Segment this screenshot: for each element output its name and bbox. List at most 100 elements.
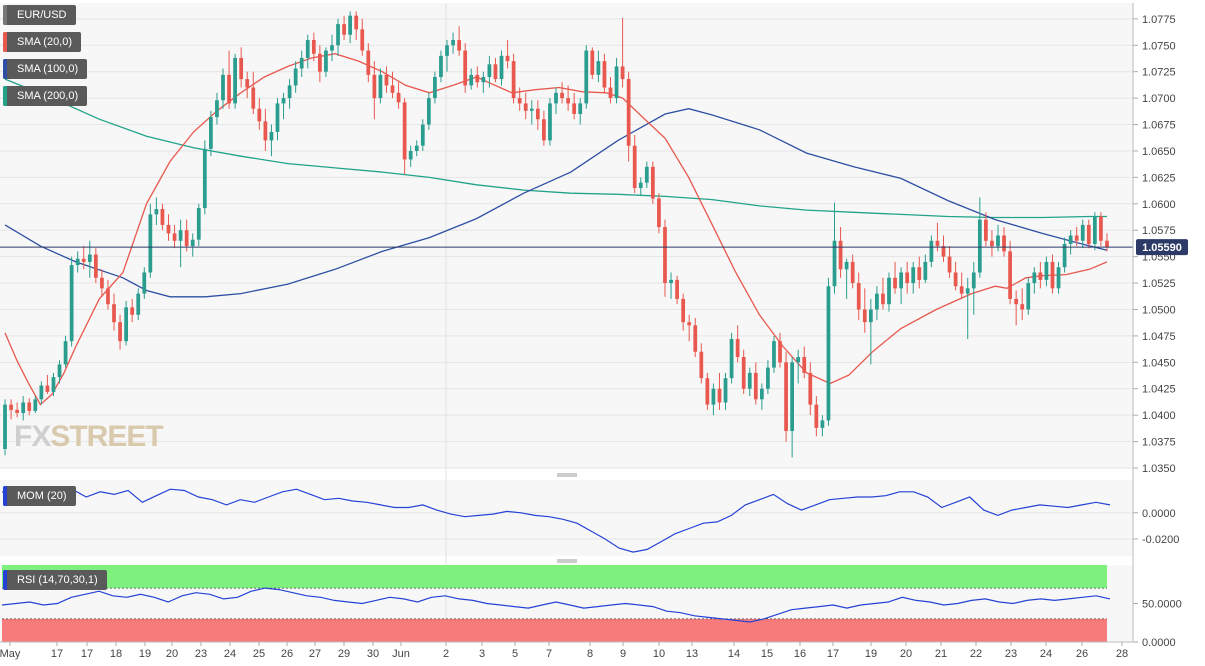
- y-tick-label: 1.0525: [1142, 278, 1176, 290]
- candle-body: [124, 307, 128, 342]
- candle-body: [21, 402, 26, 414]
- candle-body: [372, 74, 377, 99]
- candle-body: [227, 74, 231, 104]
- candle: [657, 193, 661, 234]
- panel-resize-handle[interactable]: [557, 559, 577, 563]
- candle-body: [990, 240, 994, 247]
- candle: [632, 135, 637, 194]
- candle: [9, 399, 13, 420]
- candle-body: [463, 50, 468, 86]
- candle: [499, 50, 504, 86]
- candle: [118, 314, 122, 350]
- last-price-tag: 1.05590: [1136, 239, 1188, 256]
- candle: [15, 402, 20, 418]
- candle: [729, 332, 734, 384]
- candle: [81, 246, 86, 270]
- candle: [324, 47, 328, 77]
- candle: [808, 362, 813, 416]
- candle-body: [620, 66, 625, 80]
- candle: [638, 177, 643, 196]
- candle: [21, 396, 26, 421]
- candle: [305, 34, 310, 69]
- candle: [384, 66, 389, 93]
- candle: [820, 415, 825, 437]
- candle-body: [977, 219, 982, 273]
- candle: [166, 214, 171, 241]
- candle-body: [293, 68, 298, 86]
- candle: [844, 258, 849, 299]
- candle: [481, 71, 486, 93]
- candle-body: [299, 57, 304, 69]
- candle: [275, 98, 280, 141]
- x-tick-label: 18: [110, 648, 122, 660]
- candle: [990, 230, 994, 257]
- legend-mom[interactable]: MOM (20): [3, 486, 76, 506]
- x-tick-label: 30: [367, 648, 379, 660]
- x-tick-label: 10: [653, 648, 665, 660]
- candle-body: [693, 325, 698, 352]
- x-tick-label: 26: [281, 648, 293, 660]
- y-tick-label: 1.0725: [1142, 67, 1176, 79]
- candle-body: [511, 61, 516, 99]
- legend-sma20[interactable]: SMA (20,0): [3, 32, 82, 52]
- candle-body: [269, 131, 274, 141]
- candle-body: [209, 117, 213, 149]
- candle: [971, 261, 976, 315]
- candle-body: [911, 267, 916, 284]
- candle: [1092, 212, 1097, 251]
- candle-body: [184, 230, 189, 247]
- candle: [959, 272, 964, 299]
- candle-body: [560, 92, 564, 99]
- candle: [414, 140, 419, 157]
- candle: [893, 261, 897, 294]
- candle: [487, 55, 492, 88]
- panel-resize-handle[interactable]: [557, 473, 577, 477]
- candle: [1020, 288, 1025, 321]
- x-tick-label: May: [0, 648, 21, 660]
- legend-sma200[interactable]: SMA (200,0): [3, 86, 88, 106]
- candle-body: [402, 102, 407, 160]
- candle-body: [142, 272, 147, 294]
- candle-body: [729, 339, 734, 379]
- candle: [63, 335, 68, 368]
- candle-body: [475, 74, 480, 83]
- x-tick-label: 27: [309, 648, 321, 660]
- candle: [548, 98, 552, 146]
- candle: [245, 71, 250, 99]
- candle-body: [971, 272, 976, 289]
- candle: [281, 92, 286, 120]
- legend-rsi[interactable]: RSI (14,70,30,1): [3, 570, 107, 590]
- candle-body: [984, 219, 988, 241]
- candle: [572, 92, 577, 120]
- legend-sma100[interactable]: SMA (100,0): [3, 59, 88, 79]
- candle-body: [935, 240, 940, 247]
- x-tick-label: Jun: [392, 648, 410, 660]
- candle-body: [87, 254, 92, 262]
- mom-tick-label: 0.0000: [1142, 508, 1176, 520]
- candle: [178, 219, 183, 268]
- candle-body: [1086, 224, 1091, 244]
- candle-body: [439, 55, 443, 77]
- candle: [1008, 240, 1012, 305]
- candle: [1074, 227, 1079, 247]
- mom-tick-label: -0.0200: [1142, 534, 1179, 546]
- candle-body: [57, 364, 62, 378]
- x-tick-label: 20: [166, 648, 178, 660]
- candle-body: [826, 286, 831, 421]
- candle: [1068, 230, 1073, 255]
- candle: [753, 362, 758, 405]
- candle-body: [953, 272, 958, 287]
- candle-body: [887, 277, 891, 305]
- candle: [620, 17, 625, 88]
- symbol-label[interactable]: EUR/USD: [3, 5, 76, 25]
- candle-body: [753, 372, 758, 400]
- candle-body: [663, 227, 667, 284]
- x-tick-label: 28: [1116, 648, 1128, 660]
- candle: [336, 18, 340, 56]
- candle-body: [959, 286, 964, 294]
- x-tick-label: 3: [479, 648, 485, 660]
- candle-body: [130, 307, 135, 315]
- candle-body: [929, 240, 934, 262]
- candle: [1056, 261, 1061, 294]
- x-tick-label: 24: [1040, 648, 1052, 660]
